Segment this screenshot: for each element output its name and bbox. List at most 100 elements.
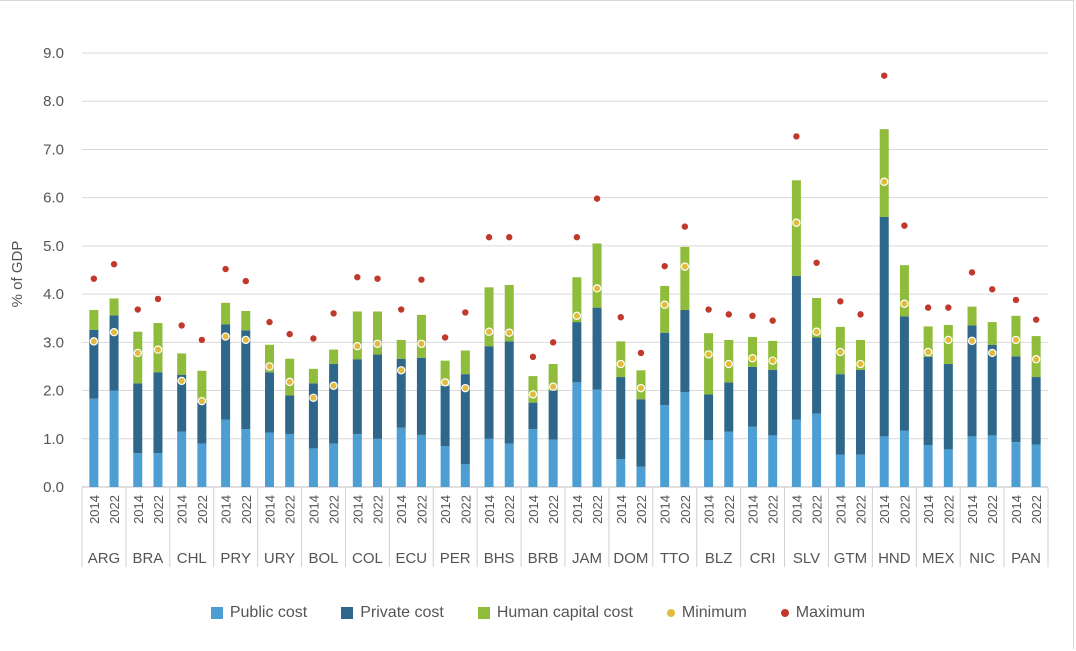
year-label: 2022 xyxy=(546,495,561,524)
bar-private xyxy=(460,374,470,465)
bar-public xyxy=(1011,442,1021,487)
marker-minimum xyxy=(900,299,909,308)
marker-maximum xyxy=(1032,316,1040,323)
bar-public xyxy=(504,443,514,487)
legend-label-private: Private cost xyxy=(360,604,444,621)
country-label: HND xyxy=(878,550,911,567)
marker-maximum xyxy=(330,310,337,317)
marker-minimum xyxy=(880,177,889,186)
bar-private xyxy=(396,358,406,428)
x-axis: ARG 2014 2022 BRA 2014 2022 CHL 2014 2022 PRY 2014… xyxy=(81,487,1049,567)
bar-public xyxy=(396,427,406,487)
marker-maximum xyxy=(924,304,932,311)
bar-public xyxy=(747,426,757,487)
marker-minimum xyxy=(923,347,933,357)
marker-minimum xyxy=(572,311,582,321)
marker-minimum xyxy=(397,366,406,375)
bar-human-capital xyxy=(812,297,822,338)
year-label: 2022 xyxy=(414,495,429,524)
bar-private xyxy=(285,395,295,434)
marker-minimum xyxy=(856,359,865,369)
marker-maximum xyxy=(813,259,820,266)
y-tick-label: 7.0 xyxy=(43,141,64,158)
year-label: 2022 xyxy=(458,495,473,524)
marker-maximum xyxy=(1012,296,1020,304)
country-label: CRI xyxy=(750,550,776,567)
marker-minimum xyxy=(285,377,294,387)
bar-private xyxy=(879,216,889,437)
marker-maximum xyxy=(549,339,557,346)
bar-public xyxy=(460,464,470,487)
year-label: 2022 xyxy=(195,495,210,524)
marker-minimum xyxy=(353,341,362,351)
bar-private xyxy=(943,364,953,450)
marker-maximum xyxy=(593,195,601,202)
year-label: 2022 xyxy=(1029,495,1044,524)
bar-public xyxy=(943,449,953,487)
legend-item-human: Human capital cost xyxy=(477,604,633,622)
marker-maximum xyxy=(418,276,425,283)
marker-maximum xyxy=(769,317,776,324)
bar-human-capital xyxy=(592,243,602,308)
bar-private xyxy=(133,383,143,454)
marker-minimum xyxy=(484,327,494,336)
bar-human-capital xyxy=(329,349,339,365)
year-label: 2022 xyxy=(502,495,517,524)
bar-private xyxy=(241,330,251,430)
bar-private xyxy=(264,372,274,433)
bar-human-capital xyxy=(528,376,538,403)
bar-public xyxy=(221,419,231,487)
marker-minimum xyxy=(528,390,538,399)
year-label: 2014 xyxy=(394,495,409,524)
year-label: 2022 xyxy=(107,495,122,524)
marker-maximum xyxy=(222,265,229,273)
year-label: 2014 xyxy=(921,495,936,524)
bar-private xyxy=(572,322,582,383)
bar-private xyxy=(923,356,933,446)
year-label: 2014 xyxy=(482,495,497,524)
marker-maximum xyxy=(637,349,645,357)
marker-maximum xyxy=(354,274,361,281)
y-axis-ticks: 0.0 1.0 2.0 3.0 4.0 5.0 6.0 7.0 8.0 9.0 xyxy=(43,45,64,496)
bar-private xyxy=(899,316,909,431)
country-label: BHS xyxy=(484,550,515,567)
bar-private xyxy=(724,382,734,432)
bar-private xyxy=(89,329,99,399)
marker-maximum xyxy=(968,269,976,276)
marker-maximum xyxy=(681,223,689,230)
year-label: 2014 xyxy=(131,495,146,524)
bar-human-capital xyxy=(177,353,187,375)
marker-minimum xyxy=(440,378,450,387)
marker-minimum xyxy=(660,300,669,309)
bar-private xyxy=(616,377,626,460)
y-tick-label: 5.0 xyxy=(43,238,64,255)
marker-minimum xyxy=(177,376,186,386)
marker-minimum xyxy=(944,335,953,345)
bar-private xyxy=(548,390,558,440)
legend-dot-maximum xyxy=(780,609,789,617)
marker-maximum xyxy=(661,262,668,270)
marker-minimum xyxy=(373,339,382,348)
bar-private xyxy=(856,369,866,455)
marker-maximum xyxy=(110,261,118,268)
bar-human-capital xyxy=(241,310,251,331)
bar-private xyxy=(747,366,757,427)
legend-dot-minimum xyxy=(666,609,675,617)
marker-minimum xyxy=(988,348,997,358)
bar-public xyxy=(197,443,207,487)
country-label: PAN xyxy=(1011,550,1041,567)
bar-private xyxy=(636,399,646,467)
year-label: 2022 xyxy=(590,495,605,524)
bar-human-capital xyxy=(791,180,801,276)
bar-human-capital xyxy=(416,314,426,358)
bar-public xyxy=(177,431,187,487)
country-label: CHL xyxy=(177,550,207,567)
legend-item-minimum: Minimum xyxy=(666,604,747,622)
markers xyxy=(89,72,1041,406)
country-label: ARG xyxy=(88,550,121,567)
bar-private xyxy=(791,275,801,420)
marker-minimum xyxy=(548,382,558,391)
bar-public xyxy=(768,435,778,487)
bar-human-capital xyxy=(747,337,757,367)
